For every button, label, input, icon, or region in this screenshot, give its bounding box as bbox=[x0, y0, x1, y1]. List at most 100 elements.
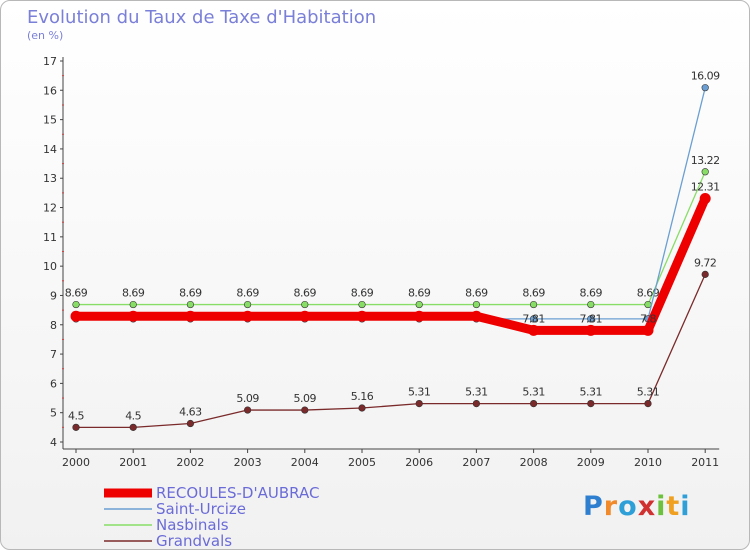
data-point-recoules-d-aubrac bbox=[70, 310, 82, 322]
data-point-nasbinals bbox=[529, 300, 538, 309]
data-label-grandvals: 5.31 bbox=[465, 386, 488, 399]
data-point-nasbinals bbox=[186, 300, 194, 309]
data-point-recoules-d-aubrac bbox=[642, 324, 654, 336]
data-point-saint-urcize bbox=[587, 315, 595, 323]
series-line-saint-urcize bbox=[75, 87, 706, 320]
data-point-saint-urcize bbox=[529, 315, 538, 323]
y-tick-label: 8 bbox=[50, 319, 57, 332]
data-point-saint-urcize bbox=[701, 84, 709, 92]
data-label-recoules-d-aubrac: 7.81 bbox=[522, 312, 545, 325]
x-tick-label: 2008 bbox=[520, 456, 548, 469]
data-point-nasbinals bbox=[587, 300, 595, 309]
data-point-recoules-d-aubrac bbox=[699, 192, 711, 204]
data-point-grandvals bbox=[186, 419, 194, 428]
data-label-nasbinals: 8.69 bbox=[637, 287, 660, 300]
x-tick-label: 2010 bbox=[634, 456, 662, 469]
data-label-recoules-d-aubrac: 7.8 bbox=[640, 312, 656, 325]
data-point-nasbinals bbox=[644, 300, 652, 309]
logo-letter: x bbox=[637, 491, 657, 522]
x-tick-label: 2007 bbox=[462, 456, 490, 469]
data-label-grandvals: 5.31 bbox=[580, 386, 603, 399]
brand-logo: Proxiti bbox=[583, 491, 691, 522]
data-point-nasbinals bbox=[358, 300, 366, 309]
data-label-nasbinals: 8.69 bbox=[122, 287, 145, 300]
y-tick-label: 6 bbox=[50, 377, 57, 390]
x-tick-label: 2011 bbox=[691, 456, 719, 469]
data-label-nasbinals: 8.69 bbox=[236, 287, 259, 300]
data-label-nasbinals: 13.22 bbox=[691, 154, 720, 167]
data-point-grandvals bbox=[644, 400, 652, 408]
x-tick-label: 2001 bbox=[119, 456, 147, 469]
data-point-grandvals bbox=[244, 406, 252, 414]
data-point-nasbinals bbox=[72, 300, 80, 309]
y-tick-label: 9 bbox=[50, 289, 57, 302]
data-label-grandvals: 9.72 bbox=[694, 256, 717, 269]
data-point-nasbinals bbox=[301, 300, 309, 309]
x-tick-label: 2000 bbox=[62, 456, 90, 469]
y-tick-label: 7 bbox=[50, 348, 57, 361]
data-label-nasbinals: 8.69 bbox=[351, 287, 374, 300]
data-point-recoules-d-aubrac bbox=[184, 310, 196, 322]
data-label-nasbinals: 8.69 bbox=[408, 287, 431, 300]
series-line-grandvals bbox=[75, 273, 706, 428]
legend-label: Grandvals bbox=[156, 532, 232, 549]
legend-label: RECOULES-D'AUBRAC bbox=[156, 484, 319, 502]
data-label-nasbinals: 8.69 bbox=[179, 287, 202, 300]
series-line-nasbinals bbox=[75, 171, 706, 306]
logo-letter: o bbox=[618, 491, 638, 522]
logo-letter: i bbox=[680, 491, 691, 522]
data-label-nasbinals: 8.69 bbox=[580, 287, 603, 300]
data-label-nasbinals: 8.69 bbox=[65, 287, 88, 300]
data-label-grandvals: 5.09 bbox=[236, 392, 259, 405]
data-label-grandvals: 5.09 bbox=[294, 392, 317, 405]
y-tick-label: 15 bbox=[43, 114, 57, 127]
logo-letter: i bbox=[656, 491, 667, 522]
data-point-grandvals bbox=[587, 400, 595, 408]
data-point-recoules-d-aubrac bbox=[528, 324, 540, 336]
y-tick-label: 17 bbox=[43, 55, 57, 68]
data-label-recoules-d-aubrac: 7.81 bbox=[580, 312, 603, 325]
y-tick-label: 4 bbox=[50, 436, 57, 449]
x-tick-label: 2004 bbox=[291, 456, 319, 469]
data-point-recoules-d-aubrac bbox=[242, 310, 254, 322]
data-point-nasbinals bbox=[701, 168, 709, 176]
data-point-grandvals bbox=[472, 400, 481, 408]
data-point-grandvals bbox=[701, 270, 709, 278]
data-point-recoules-d-aubrac bbox=[127, 310, 139, 322]
data-label-grandvals: 5.31 bbox=[522, 386, 545, 399]
y-tick-label: 14 bbox=[43, 143, 57, 156]
chart-subtitle: (en %) bbox=[27, 29, 64, 42]
data-point-grandvals bbox=[129, 423, 137, 431]
x-tick-label: 2006 bbox=[405, 456, 433, 469]
data-label-nasbinals: 8.69 bbox=[294, 287, 317, 300]
data-label-nasbinals: 8.69 bbox=[522, 287, 545, 300]
data-point-grandvals bbox=[358, 404, 366, 412]
legend-label: Nasbinals bbox=[156, 516, 229, 534]
y-tick-label: 13 bbox=[43, 172, 57, 185]
x-tick-label: 2002 bbox=[176, 456, 204, 469]
data-label-grandvals: 4.5 bbox=[125, 409, 141, 422]
x-tick-label: 2009 bbox=[577, 456, 605, 469]
chart-title: Evolution du Taux de Taxe d'Habitation bbox=[27, 7, 377, 28]
data-label-grandvals: 5.31 bbox=[408, 386, 431, 399]
y-tick-label: 11 bbox=[43, 231, 57, 244]
y-tick-label: 10 bbox=[43, 260, 57, 273]
data-label-saint-urcize: 16.09 bbox=[691, 70, 720, 83]
y-tick-label: 16 bbox=[43, 84, 57, 97]
data-point-nasbinals bbox=[415, 300, 423, 309]
data-point-grandvals bbox=[301, 406, 309, 414]
data-label-grandvals: 4.63 bbox=[179, 406, 202, 419]
data-point-recoules-d-aubrac bbox=[299, 310, 311, 322]
data-label-nasbinals: 8.69 bbox=[465, 287, 488, 300]
legend-label: Saint-Urcize bbox=[156, 500, 246, 518]
logo-letter: r bbox=[603, 491, 619, 522]
data-point-recoules-d-aubrac bbox=[413, 310, 425, 322]
y-tick-label: 5 bbox=[50, 407, 57, 420]
data-point-nasbinals bbox=[472, 300, 481, 309]
data-label-recoules-d-aubrac: 12.31 bbox=[691, 180, 720, 193]
data-point-grandvals bbox=[529, 400, 538, 408]
data-point-recoules-d-aubrac bbox=[585, 324, 597, 336]
data-point-grandvals bbox=[72, 423, 80, 431]
logo-letter: P bbox=[583, 491, 604, 522]
